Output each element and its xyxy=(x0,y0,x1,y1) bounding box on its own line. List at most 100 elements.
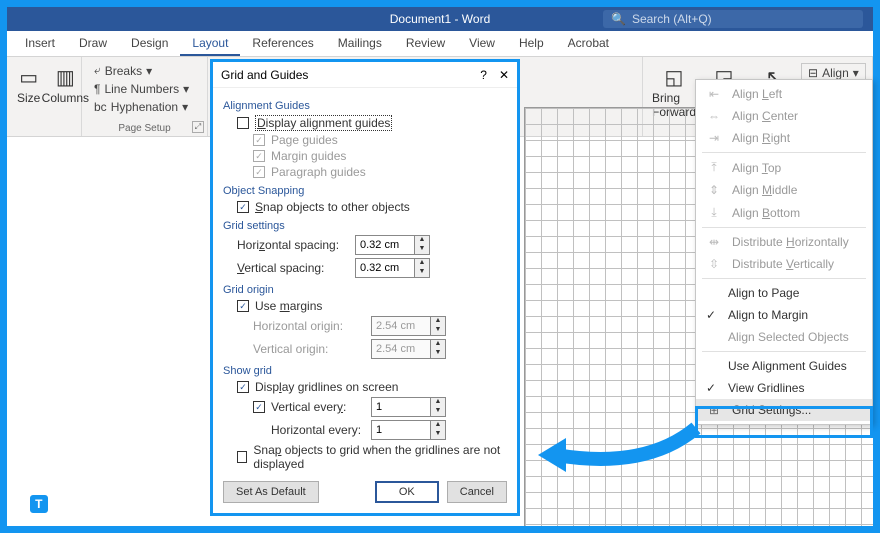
tab-draw[interactable]: Draw xyxy=(67,31,119,56)
spin-up: ▲ xyxy=(431,317,445,326)
checkbox[interactable] xyxy=(253,401,265,413)
display-gridlines-row[interactable]: Display gridlines on screen xyxy=(237,380,507,394)
tab-mailings[interactable]: Mailings xyxy=(326,31,394,56)
tab-insert[interactable]: Insert xyxy=(13,31,67,56)
mi-align-middle: ⇕Align Middle xyxy=(696,179,872,201)
check-icon: ✓ xyxy=(706,308,718,322)
v-spacing-row: Vertical spacing:▲▼ xyxy=(237,258,507,278)
ok-button[interactable]: OK xyxy=(375,481,439,503)
mi-distribute-h: ⇹Distribute Horizontally xyxy=(696,231,872,253)
help-button[interactable]: ? xyxy=(480,68,487,82)
tab-review[interactable]: Review xyxy=(394,31,457,56)
line-numbers-button[interactable]: ¶Line Numbers ▾ xyxy=(90,80,199,98)
use-margins-row[interactable]: Use margins xyxy=(237,299,507,313)
dialog-titlebar: Grid and Guides ?✕ xyxy=(213,62,517,88)
align-top-icon: ⤒ xyxy=(706,160,722,175)
logo-icon: T xyxy=(28,493,50,515)
snap-other-row[interactable]: Snap objects to other objects xyxy=(237,200,507,214)
cancel-button[interactable]: Cancel xyxy=(447,481,507,503)
distribute-h-icon: ⇹ xyxy=(706,235,722,249)
h-every-input[interactable] xyxy=(371,420,431,440)
hyphenation-button[interactable]: bcHyphenation ▾ xyxy=(90,98,199,116)
spin-down: ▼ xyxy=(431,326,445,335)
display-align-label: isplay alignment guides xyxy=(266,116,391,130)
dialog-body: Alignment Guides Display alignment guide… xyxy=(213,88,517,513)
mi-grid-settings[interactable]: ⊞Grid Settings... xyxy=(696,399,872,421)
set-default-button[interactable]: Set As Default xyxy=(223,481,319,503)
spin-up[interactable]: ▲ xyxy=(431,421,445,430)
section-alignment-guides: Alignment Guides xyxy=(223,100,507,112)
hyphenation-icon: bc xyxy=(94,100,107,114)
group-page-setup-1: ▭Size ▥Columns xyxy=(7,57,82,136)
checkbox[interactable] xyxy=(237,201,249,213)
checkbox[interactable] xyxy=(237,381,249,393)
h-origin-input xyxy=(371,316,431,336)
align-dropdown-menu: ⇤Align Left ⇔Align Center ⇥Align Right ⤒… xyxy=(695,79,873,425)
tab-design[interactable]: Design xyxy=(119,31,180,56)
mi-use-alignment-guides[interactable]: Use Alignment Guides xyxy=(696,355,872,377)
columns-icon: ▥ xyxy=(56,63,75,91)
section-object-snapping: Object Snapping xyxy=(223,185,507,197)
mi-align-margin[interactable]: ✓Align to Margin xyxy=(696,304,872,326)
v-spacing-input[interactable] xyxy=(355,258,415,278)
group-page-setup-2: ⤶Breaks ▾ ¶Line Numbers ▾ bcHyphenation … xyxy=(82,57,208,136)
spin-up[interactable]: ▲ xyxy=(415,236,429,245)
mi-align-center: ⇔Align Center xyxy=(696,105,872,127)
display-alignment-guides-row[interactable]: Display alignment guides xyxy=(237,115,507,131)
margin-guides-row: Margin guides xyxy=(253,149,507,163)
mi-align-top: ⤒Align Top xyxy=(696,156,872,179)
size-button[interactable]: ▭Size xyxy=(15,61,42,107)
line-numbers-icon: ¶ xyxy=(94,82,100,96)
align-center-icon: ⇔ xyxy=(706,109,722,123)
check-icon: ✓ xyxy=(706,381,718,395)
spin-down[interactable]: ▼ xyxy=(415,245,429,254)
close-button[interactable]: ✕ xyxy=(499,68,509,82)
section-grid-origin: Grid origin xyxy=(223,284,507,296)
page-setup-launcher[interactable]: ⤢ xyxy=(192,121,204,133)
size-icon: ▭ xyxy=(19,63,38,91)
h-spacing-input[interactable] xyxy=(355,235,415,255)
mi-align-left: ⇤Align Left xyxy=(696,83,872,105)
mi-distribute-v: ⇳Distribute Vertically xyxy=(696,253,872,275)
mi-align-page[interactable]: Align to Page xyxy=(696,282,872,304)
spin-down[interactable]: ▼ xyxy=(431,430,445,439)
align-icon: ⊟ xyxy=(808,66,818,80)
h-every-row: Horizontal every:▲▼ xyxy=(253,420,507,440)
mi-view-gridlines[interactable]: ✓View Gridlines xyxy=(696,377,872,399)
callout-arrow xyxy=(536,420,706,480)
separator xyxy=(702,152,866,153)
tab-acrobat[interactable]: Acrobat xyxy=(556,31,621,56)
ribbon-tabs: Insert Draw Design Layout References Mai… xyxy=(7,31,873,57)
tab-view[interactable]: View xyxy=(457,31,507,56)
brand-text: TEMPLATE.NET xyxy=(56,497,153,511)
spin-down[interactable]: ▼ xyxy=(415,268,429,277)
breaks-button[interactable]: ⤶Breaks ▾ xyxy=(90,61,199,80)
search-box[interactable]: 🔍 Search (Alt+Q) xyxy=(603,10,863,28)
para-guides-row: Paragraph guides xyxy=(253,165,507,179)
document-title: Document1 - Word xyxy=(390,12,490,26)
h-origin-row: Horizontal origin:▲▼ xyxy=(253,316,507,336)
checkbox[interactable] xyxy=(237,300,249,312)
v-origin-input xyxy=(371,339,431,359)
mi-align-right: ⇥Align Right xyxy=(696,127,872,149)
group-label-page-setup: Page Setup xyxy=(118,123,170,134)
chevron-down-icon: ▾ xyxy=(182,100,188,114)
snap-nogrid-row[interactable]: Snap objects to grid when the gridlines … xyxy=(237,443,507,471)
grid-icon: ⊞ xyxy=(706,403,722,417)
tab-layout[interactable]: Layout xyxy=(180,31,240,56)
checkbox xyxy=(253,166,265,178)
separator xyxy=(702,278,866,279)
distribute-v-icon: ⇳ xyxy=(706,257,722,271)
dialog-buttons: Set As Default OK Cancel xyxy=(223,481,507,503)
spin-up[interactable]: ▲ xyxy=(415,259,429,268)
v-every-input[interactable] xyxy=(371,397,431,417)
tab-references[interactable]: References xyxy=(240,31,325,56)
separator xyxy=(702,227,866,228)
chevron-down-icon: ▾ xyxy=(853,66,859,80)
checkbox[interactable] xyxy=(237,117,249,129)
grid-guides-dialog: Grid and Guides ?✕ Alignment Guides Disp… xyxy=(210,59,520,516)
checkbox[interactable] xyxy=(237,451,247,463)
spin-down[interactable]: ▼ xyxy=(431,407,445,416)
spin-up[interactable]: ▲ xyxy=(431,398,445,407)
tab-help[interactable]: Help xyxy=(507,31,556,56)
